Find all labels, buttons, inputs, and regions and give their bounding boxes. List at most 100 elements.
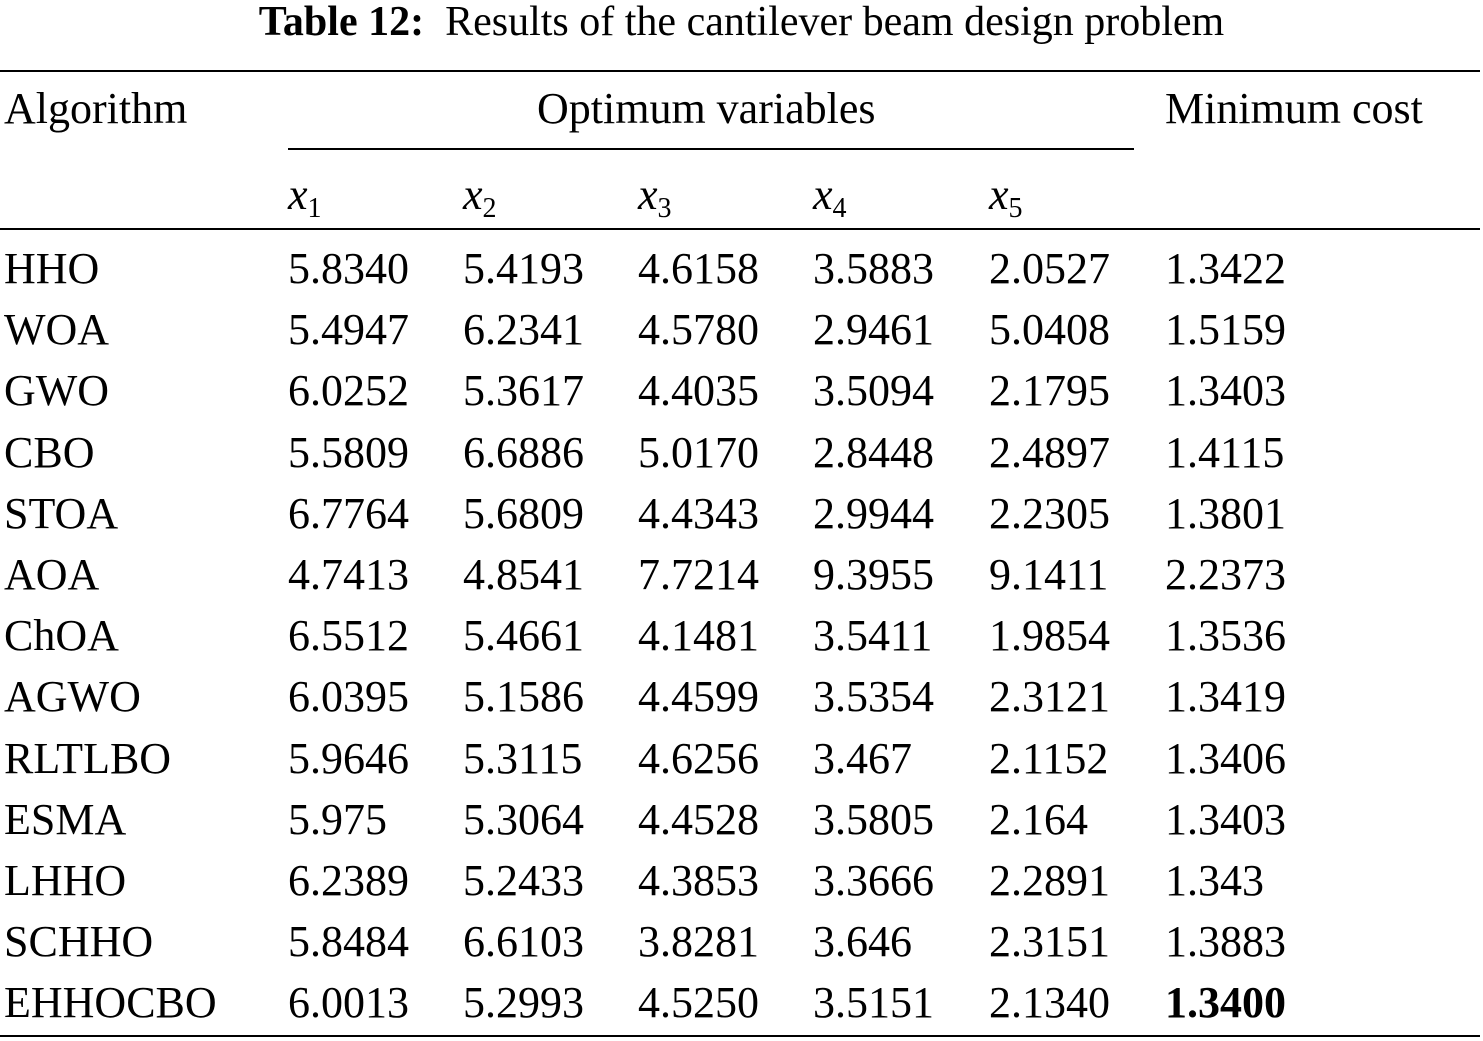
cell-x2: 5.4193 [463,244,584,293]
cell-algorithm: HHO [4,244,100,293]
cell-x2: 5.1586 [463,672,584,722]
cell-x4: 2.9944 [813,488,934,538]
header-optimum-variables: Optimum variables [537,84,876,133]
cell-x5: 2.0527 [989,244,1110,293]
header-x3: x3 [638,170,672,223]
cell-cost: 1.3883 [1165,917,1286,967]
variable-subscript: 5 [1008,193,1023,224]
cell-cost: 1.3801 [1165,488,1286,538]
cell-x1: 6.0252 [288,366,409,416]
cell-algorithm: WOA [4,305,110,355]
cell-algorithm: AOA [4,550,100,599]
cell-x1: 5.5809 [288,427,409,477]
cell-algorithm: RLTLBO [4,733,172,783]
header-x4: x4 [813,170,847,223]
cell-x1: 5.975 [288,794,387,844]
cell-x3: 4.5780 [638,305,759,355]
cell-x4: 3.467 [813,733,912,783]
cell-x5: 2.1340 [989,978,1110,1028]
variable-symbol: x [638,170,658,219]
cell-x2: 5.4661 [463,611,584,661]
variable-subscript: 2 [482,193,497,224]
cell-x2: 4.8541 [463,550,584,599]
cell-algorithm: EHHOCBO [4,978,217,1028]
cell-x1: 6.7764 [288,488,409,538]
header-x2: x2 [463,170,497,223]
cell-x5: 2.1152 [989,733,1109,783]
cell-x5: 2.2305 [989,488,1110,538]
cell-x5: 2.1795 [989,366,1110,416]
cell-x2: 5.6809 [463,488,584,538]
cell-x2: 6.2341 [463,305,584,355]
cell-x1: 5.8484 [288,917,409,967]
header-x1: x1 [288,170,322,223]
header-x5: x5 [989,170,1023,223]
cell-cost: 1.3536 [1165,611,1286,661]
cell-x3: 4.3853 [638,856,759,905]
cell-cost: 1.5159 [1165,305,1286,355]
variable-symbol: x [989,170,1009,219]
cell-x4: 3.5151 [813,978,934,1028]
cell-algorithm: ESMA [4,794,127,844]
cell-x2: 5.2433 [463,856,584,905]
cell-x2: 5.3064 [463,794,584,844]
top-rule [0,70,1480,72]
caption-text: Results of the cantilever beam design pr… [445,0,1225,45]
variable-subscript: 4 [832,193,847,224]
cell-x2: 6.6886 [463,427,584,477]
cell-x1: 6.0395 [288,672,409,722]
cell-x4: 3.5883 [813,244,934,293]
cell-algorithm: LHHO [4,856,127,905]
cell-cost: 1.3400 [1165,978,1286,1028]
cell-x3: 5.0170 [638,427,759,477]
cell-x5: 1.9854 [989,611,1110,661]
cell-x1: 5.4947 [288,305,409,355]
cell-algorithm: GWO [4,366,110,416]
cell-x5: 2.3121 [989,672,1110,722]
cell-x3: 7.7214 [638,550,759,599]
cell-x5: 2.2891 [989,856,1110,905]
cell-algorithm: CBO [4,427,95,477]
cell-x3: 3.8281 [638,917,759,967]
bottom-rule [0,1035,1480,1037]
cell-x2: 5.2993 [463,978,584,1028]
cell-x4: 3.5411 [813,611,933,661]
cell-x2: 5.3617 [463,366,584,416]
cell-cost: 1.3406 [1165,733,1286,783]
table-caption: Table 12: Results of the cantilever beam… [0,0,1483,44]
cell-x4: 3.5805 [813,794,934,844]
cell-x3: 4.5250 [638,978,759,1028]
header-algorithm: Algorithm [4,84,188,133]
cell-x1: 6.0013 [288,978,409,1028]
group-rule [288,148,1134,150]
cell-x3: 4.4035 [638,366,759,416]
cell-x4: 3.646 [813,917,912,967]
cell-x4: 3.3666 [813,856,934,905]
cell-x4: 2.8448 [813,427,934,477]
mid-rule [0,228,1480,230]
cell-x3: 4.4528 [638,794,759,844]
cell-cost: 2.2373 [1165,550,1286,599]
cell-x3: 4.6158 [638,244,759,293]
variable-subscript: 1 [307,193,322,224]
cell-x5: 9.1411 [989,550,1109,599]
cell-algorithm: AGWO [4,672,141,722]
cell-x1: 6.5512 [288,611,409,661]
cell-x4: 9.3955 [813,550,934,599]
cell-x3: 4.4343 [638,488,759,538]
cell-cost: 1.343 [1165,856,1264,905]
cell-x4: 3.5094 [813,366,934,416]
header-minimum-cost: Minimum cost [1165,84,1423,133]
cell-x1: 6.2389 [288,856,409,905]
cell-x1: 4.7413 [288,550,409,599]
cell-cost: 1.3419 [1165,672,1286,722]
cell-x1: 5.8340 [288,244,409,293]
cell-x4: 3.5354 [813,672,934,722]
caption-label: Table 12: [258,0,425,45]
variable-symbol: x [463,170,483,219]
cell-cost: 1.3403 [1165,366,1286,416]
cell-x5: 2.3151 [989,917,1110,967]
variable-symbol: x [288,170,308,219]
cell-algorithm: ChOA [4,611,119,661]
cell-x4: 2.9461 [813,305,934,355]
